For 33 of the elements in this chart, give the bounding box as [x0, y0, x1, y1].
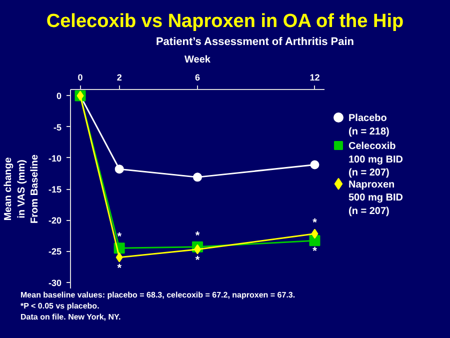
- text: Data on file. New York, NY.: [20, 312, 121, 322]
- x-tick-label: 2: [116, 72, 122, 82]
- y-tick-label: -10: [48, 153, 62, 164]
- y-tick-label: -25: [48, 246, 62, 257]
- x-axis-title: Week: [184, 54, 211, 66]
- legend-label: Celecoxib 100 mg BID (n = 207): [348, 140, 403, 178]
- y-tick-label: -30: [48, 278, 62, 288]
- annotation: *: [312, 245, 318, 258]
- annotation: *: [195, 230, 200, 242]
- point: [310, 160, 320, 170]
- point: [116, 252, 123, 262]
- point: [311, 228, 318, 239]
- x-tick-label: 12: [310, 72, 320, 82]
- annotation: *: [117, 230, 122, 243]
- y-tick-label: -5: [54, 122, 62, 132]
- point: [193, 172, 202, 182]
- text: Mean baseline values: placebo = 68.3, celecoxib = 67.2, naproxen = 67.3.: [20, 290, 296, 300]
- point: [309, 234, 320, 246]
- y-tick-label: -15: [48, 184, 62, 194]
- y-tick-label: -20: [48, 215, 62, 226]
- chart-subtitle: Patient’s Assessment of Arthritis Pain: [156, 35, 354, 50]
- y-tick-label: 0: [56, 91, 62, 102]
- chart-title: Celecoxib vs Naproxen in OA of the Hip: [46, 10, 404, 34]
- text: *P < 0.05 vs placebo.: [20, 301, 100, 310]
- y-axis-title: Mean change in VAS (mm) From Baseline: [3, 154, 40, 224]
- annotation: *: [195, 254, 200, 266]
- point: [114, 164, 124, 174]
- legend-label: Naproxen 500 mg BID (n = 207): [348, 179, 403, 217]
- annotation: *: [312, 216, 318, 229]
- x-tick-label: 6: [194, 72, 200, 82]
- x-tick-label: 0: [78, 72, 83, 82]
- annotation: *: [117, 262, 122, 274]
- legend-label: Placebo (n = 218): [348, 112, 390, 138]
